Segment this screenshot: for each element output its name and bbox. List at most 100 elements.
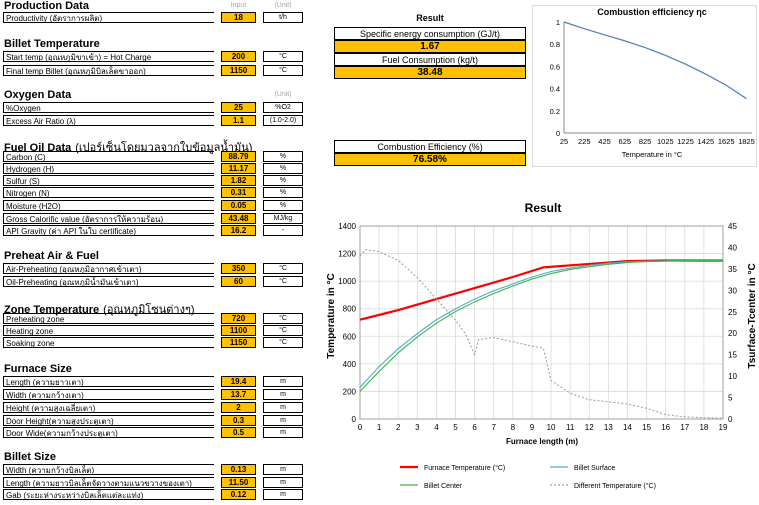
result-x-tick: 4	[434, 423, 439, 432]
result-x-tick: 15	[642, 423, 651, 432]
section-title-billet-size: Billet Size	[4, 451, 56, 463]
section-title-billet-temp: Billet Temperature	[4, 38, 100, 50]
input-label: Width (ความกว้างบิลเล็ต)	[3, 464, 214, 475]
input-value-cell[interactable]: 18	[221, 12, 256, 23]
result-x-tick: 0	[358, 423, 363, 432]
result-y-tick-right: 0	[728, 415, 733, 424]
efficiency-x-tick-label: 1625	[718, 137, 735, 146]
input-label: Carbon (C)	[3, 151, 214, 162]
efficiency-xlabel: Temperature in °C	[622, 150, 683, 159]
input-value-cell[interactable]: 1150	[221, 65, 256, 76]
input-value-cell[interactable]: 720	[221, 313, 256, 324]
result-y-tick-right: 20	[728, 329, 737, 338]
input-label: Oil-Preheating (อุณหภูมิน้ำมันเข้าเตา)	[3, 276, 214, 287]
section-title-oxygen: Oxygen Data	[4, 89, 71, 101]
column-header-unit: (Unit)	[274, 91, 292, 98]
result-chart-title: Result	[525, 201, 562, 215]
efficiency-x-tick-label: 625	[619, 137, 632, 146]
section-title-text: Oxygen Data	[4, 89, 72, 101]
unit-cell: %	[263, 151, 303, 162]
result-y-tick-right: 25	[728, 308, 737, 317]
result-x-tick: 11	[566, 423, 575, 432]
efficiency-x-tick-label: 1225	[677, 137, 694, 146]
input-value-cell[interactable]: 0.13	[221, 464, 256, 475]
section-title-text: Billet Size	[4, 451, 56, 463]
efficiency-y-tick-label: 0.8	[550, 40, 560, 49]
result-ylabel-left: Temperature in °C	[326, 273, 337, 359]
section-title-text: Preheat Air & Fuel	[4, 250, 99, 262]
efficiency-x-tick-label: 1025	[657, 137, 674, 146]
unit-cell: MJ/kg	[263, 213, 303, 224]
result-series-line-0	[359, 259, 723, 321]
input-label: Hydrogen (H)	[3, 163, 214, 174]
result-xlabel: Furnace length (m)	[506, 437, 578, 446]
input-value-cell[interactable]: 13.7	[221, 389, 256, 400]
result-x-tick: 6	[472, 423, 477, 432]
input-value-cell[interactable]: 88.79	[221, 151, 256, 162]
input-value-cell[interactable]: 350	[221, 263, 256, 274]
efficiency-chart-frame	[532, 5, 757, 167]
result-x-tick: 3	[415, 423, 420, 432]
input-label: Final temp Billet (อุณหภูมิบิลเล็ตขาออก)	[3, 65, 214, 76]
section-title-furnace-size: Furnace Size	[4, 363, 72, 375]
input-value-cell[interactable]: 0.12	[221, 489, 256, 500]
input-value-cell[interactable]: 19.4	[221, 376, 256, 387]
result-y-tick-right: 10	[728, 372, 737, 381]
input-label: Gross Calorific value (อัตราการให้ความร้…	[3, 213, 214, 224]
input-value-cell[interactable]: 200	[221, 51, 256, 62]
input-label: Nitrogen (N)	[3, 187, 214, 198]
result-plot-area	[359, 225, 724, 420]
efficiency-chart-title: Combustion efficiency ηc	[597, 7, 707, 17]
unit-cell: m	[263, 389, 303, 400]
efficiency-x-tick-label: 825	[639, 137, 652, 146]
result-x-tick: 9	[530, 423, 535, 432]
section-title-preheat: Preheat Air & Fuel	[4, 250, 99, 262]
combustion-efficiency-value: 76.58%	[334, 153, 526, 166]
efficiency-y-tick-label: 0.2	[550, 107, 560, 116]
result-x-tick: 8	[511, 423, 516, 432]
unit-cell: %	[263, 187, 303, 198]
input-value-cell[interactable]: 1150	[221, 337, 256, 348]
legend-label: Billet Surface	[574, 465, 615, 472]
section-title-text: Billet Temperature	[4, 38, 100, 50]
efficiency-y-tick-label: 1	[556, 18, 560, 27]
input-value-cell[interactable]: 0.3	[221, 415, 256, 426]
result-series-line-1	[359, 259, 723, 388]
unit-cell: °C	[263, 51, 303, 62]
efficiency-x-tick-label: 225	[578, 137, 591, 146]
input-value-cell[interactable]: 1.1	[221, 115, 256, 126]
result-series-line-3	[359, 248, 724, 419]
result-x-tick: 5	[453, 423, 458, 432]
result-y-tick-right: 15	[728, 351, 737, 360]
input-value-cell[interactable]: 0.5	[221, 427, 256, 438]
input-value-cell[interactable]: 2	[221, 402, 256, 413]
result-x-tick: 19	[719, 423, 728, 432]
input-value-cell[interactable]: 1.82	[221, 175, 256, 186]
input-value-cell[interactable]: 60	[221, 276, 256, 287]
result-y-tick-left: 1200	[338, 250, 356, 259]
unit-cell: m	[263, 415, 303, 426]
column-header-input: Input	[230, 2, 247, 9]
result-x-tick: 12	[585, 423, 594, 432]
unit-cell: °C	[263, 263, 303, 274]
result-x-tick: 17	[680, 423, 689, 432]
input-value-cell[interactable]: 25	[221, 102, 256, 113]
result-x-tick: 14	[623, 423, 632, 432]
result-y-tick-left: 200	[343, 387, 357, 396]
specific-energy-label: Specific energy consumption (GJ/t)	[334, 27, 526, 40]
input-value-cell[interactable]: 0.05	[221, 200, 256, 211]
unit-cell: °C	[263, 337, 303, 348]
input-value-cell[interactable]: 0.31	[221, 187, 256, 198]
input-value-cell[interactable]: 1100	[221, 325, 256, 336]
fuel-consumption-value: 38.48	[334, 66, 526, 79]
input-value-cell[interactable]: 43.48	[221, 213, 256, 224]
unit-cell: m	[263, 376, 303, 387]
input-value-cell[interactable]: 11.50	[221, 477, 256, 488]
input-value-cell[interactable]: 16.2	[221, 225, 256, 236]
unit-cell: %	[263, 175, 303, 186]
result-x-tick: 2	[396, 423, 401, 432]
combustion-efficiency-label: Combustion Efficiency (%)	[334, 140, 526, 153]
input-value-cell[interactable]: 11.17	[221, 163, 256, 174]
efficiency-x-tick-label: 1425	[698, 137, 715, 146]
